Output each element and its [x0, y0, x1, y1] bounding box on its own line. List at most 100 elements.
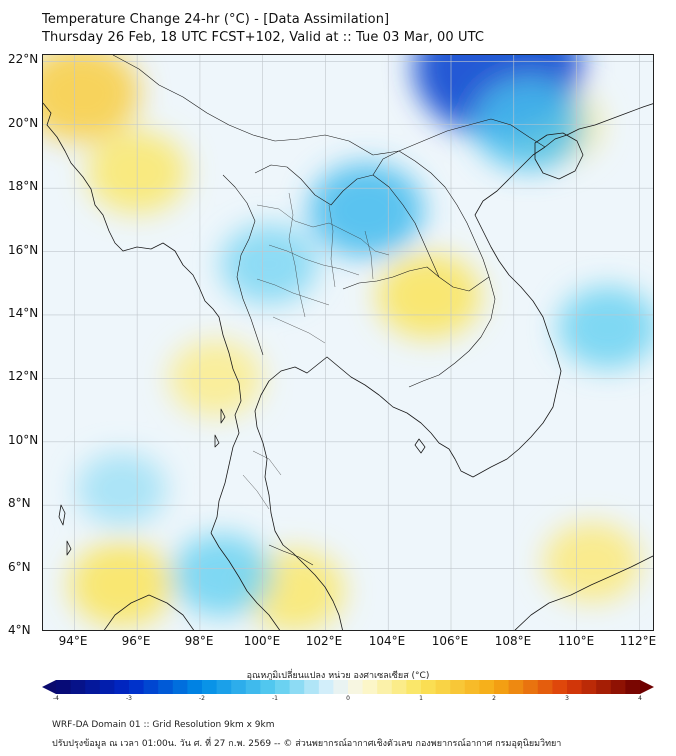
lon-tick-label: 106°E [431, 634, 469, 648]
field-warm-andaman [69, 541, 174, 628]
colorbar-bin [70, 680, 86, 694]
colorbar-tick-label: 4 [638, 695, 642, 702]
colorbar-bin [581, 680, 597, 694]
colorbar-bin [552, 680, 568, 694]
lon-tick-label: 96°E [121, 634, 151, 648]
colorbar-bin [523, 680, 539, 694]
colorbar-bin [508, 680, 524, 694]
border-thailand-laos [254, 164, 440, 278]
colorbar-max-arrow [640, 680, 654, 694]
coastline-china-south [544, 103, 653, 148]
colorbar-bin [435, 680, 451, 694]
coastline-malaya-east [254, 356, 432, 630]
colorbar-bin [143, 680, 159, 694]
lat-tick-label: 22°N [8, 52, 39, 66]
lon-tick-label: 110°E [557, 634, 595, 648]
lat-tick-label: 6°N [8, 560, 31, 574]
colorbar-tick-label: 1 [419, 695, 423, 702]
colorbar-bin [158, 680, 174, 694]
coastline-borneo [514, 555, 653, 630]
lat-tick-label: 20°N [8, 116, 39, 130]
border-malaysia-thailand [268, 544, 314, 566]
lon-tick-label: 100°E [243, 634, 281, 648]
colorbar-tick-label: -1 [272, 695, 278, 702]
border-cambodia [342, 266, 496, 388]
chart-subtitle: Thursday 26 Feb, 18 UTC FCST+102, Valid … [42, 30, 485, 45]
lat-tick-label: 16°N [8, 243, 39, 257]
footer-model-info: WRF-DA Domain 01 :: Grid Resolution 9km … [52, 720, 275, 730]
lon-tick-label: 98°E [184, 634, 214, 648]
colorbar-tick-label: -4 [53, 695, 59, 702]
border-thailand-provinces [242, 192, 390, 510]
colorbar-bin [216, 680, 232, 694]
colorbar-bin [610, 680, 626, 694]
field-warm-scs-south [543, 522, 641, 602]
colorbar-bin [114, 680, 130, 694]
lon-tick-label: 108°E [494, 634, 532, 648]
coastline-mergui-islands [214, 408, 226, 448]
coastline-andaman-islands [58, 504, 72, 556]
colorbar-bin [391, 680, 407, 694]
lon-tick-label: 102°E [305, 634, 343, 648]
border-china-vietnam [398, 118, 546, 152]
field-cold-andaman-east [171, 533, 273, 617]
colorbar-bin [625, 680, 641, 694]
lat-tick-label: 12°N [8, 369, 39, 383]
colorbar [42, 680, 654, 694]
colorbar-bin [494, 680, 509, 694]
colorbar-bin [304, 680, 320, 694]
coastline-malaya-west [210, 532, 281, 630]
field-cold-sea-west [76, 452, 167, 527]
colorbar-bin [172, 680, 188, 694]
colorbar-bin [260, 680, 276, 694]
lat-tick-label: 4°N [8, 623, 31, 637]
lat-tick-label: 18°N [8, 179, 39, 193]
field-warm-cambodia-north [377, 253, 482, 339]
border-myanmar-china [112, 55, 400, 156]
colorbar-bin [129, 680, 144, 694]
field-cold-laos-northeast [308, 163, 424, 258]
colorbar-tick-label: 2 [492, 695, 496, 702]
border-laos-vietnam [372, 150, 490, 278]
footer-credit: ปรับปรุงข้อมูล ณ เวลา 01:00น. วัน ศ. ที่… [52, 739, 562, 749]
colorbar-bin [231, 680, 247, 694]
field-cold-scs-east [557, 286, 653, 369]
colorbar-bin [85, 680, 101, 694]
colorbar-bin [362, 680, 378, 694]
colorbar-tick-label: 3 [565, 695, 569, 702]
colorbar-bin [450, 680, 466, 694]
colorbar-tick-label: -2 [199, 695, 205, 702]
colorbar-bin [318, 680, 334, 694]
colorbar-bin [464, 680, 480, 694]
colorbar-bin [421, 680, 436, 694]
lat-tick-label: 8°N [8, 496, 31, 510]
colorbar-bin [567, 680, 582, 694]
colorbar-bin [202, 680, 217, 694]
colorbar-bin [333, 680, 349, 694]
colorbar-bin [479, 680, 495, 694]
lat-tick-label: 14°N [8, 306, 39, 320]
lon-tick-label: 104°E [368, 634, 406, 648]
colorbar-bin [187, 680, 203, 694]
border-myanmar-thailand [222, 174, 264, 356]
colorbar-bin [537, 680, 553, 694]
colorbar-bin [99, 680, 115, 694]
coastline-hainan [534, 132, 584, 180]
colorbar-title: อุณหภูมิเปลี่ยนแปลง หน่วย องศาเซลเซียส (… [246, 671, 430, 681]
colorbar-bin [56, 680, 71, 694]
lon-tick-label: 112°E [619, 634, 657, 648]
colorbar-tick-label: 0 [346, 695, 350, 702]
map-panel [42, 54, 654, 631]
colorbar-bin [245, 680, 261, 694]
chart-title: Temperature Change 24-hr (°C) - [Data As… [42, 12, 390, 27]
coastline-myanmar-west [43, 102, 242, 534]
colorbar-bin [596, 680, 612, 694]
temperature-change-map [43, 55, 653, 630]
coastline-vietnam-south [430, 146, 562, 478]
lon-tick-label: 94°E [58, 634, 88, 648]
colorbar-bin [406, 680, 422, 694]
colorbar-bin [348, 680, 363, 694]
colorbar-bin [377, 680, 393, 694]
lat-tick-label: 10°N [8, 433, 39, 447]
colorbar-bin [289, 680, 305, 694]
